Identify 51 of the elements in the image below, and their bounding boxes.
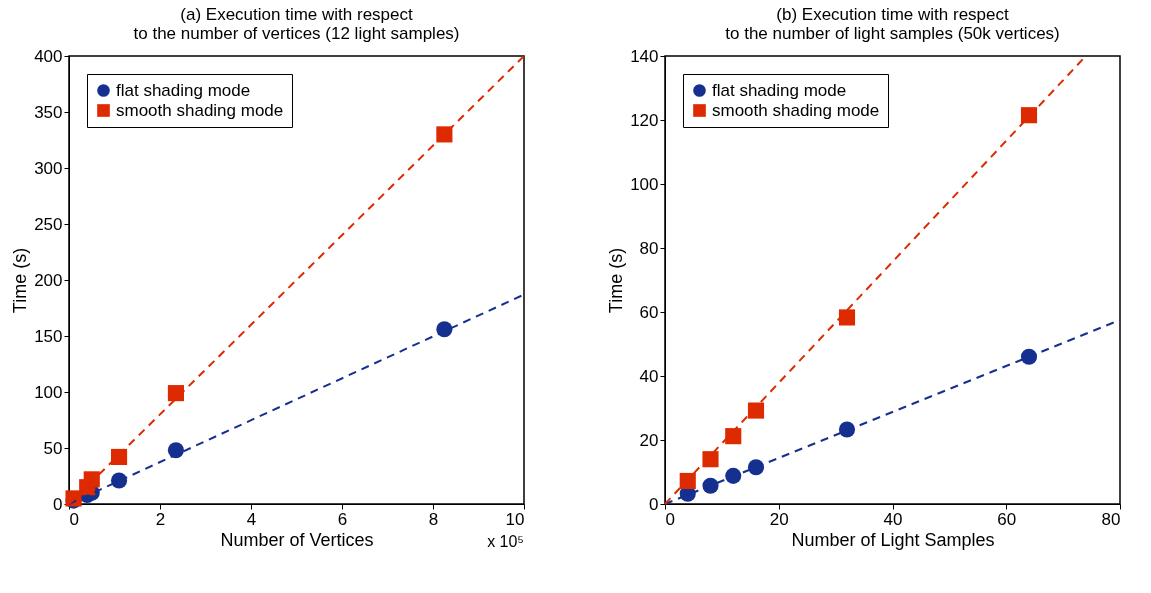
y-tick-label: 100 — [630, 174, 659, 194]
chart-title: (b) Execution time with respect to the number of light samples (50k vertices) — [725, 5, 1060, 43]
x-tick-label: 6 — [337, 509, 348, 529]
point — [1020, 348, 1038, 365]
x-tick-label: 60 — [997, 509, 1017, 529]
text: x 10⁵ — [487, 533, 524, 550]
x-tick-label: 8 — [428, 509, 439, 529]
x-axis-title: Number of Light Samples — [791, 529, 995, 550]
chart-title: (a) Execution time with respect to the number of vertices (12 light samples) — [133, 5, 460, 43]
y-tick-label: 120 — [630, 110, 659, 130]
x-tick-label: 2 — [155, 509, 166, 529]
point — [725, 428, 742, 445]
y-tick-label: 350 — [34, 102, 63, 122]
x-tick-label: 0 — [665, 509, 675, 529]
x-axis-title: Number of Vertices — [220, 529, 374, 550]
point — [838, 309, 856, 326]
point — [167, 442, 184, 459]
point — [725, 467, 742, 484]
y-tick-label: 300 — [34, 158, 63, 178]
x-tick-label: 40 — [883, 509, 903, 529]
y-tick-label: 40 — [639, 366, 659, 386]
y-tick-label: 200 — [34, 270, 63, 290]
y-tick-label: 140 — [630, 46, 659, 66]
y-tick-label: 150 — [34, 326, 63, 346]
legend-label: smooth shading mode — [116, 100, 284, 120]
point — [83, 471, 100, 488]
x-tick-label: 10 — [505, 509, 525, 529]
point — [747, 402, 765, 419]
legend-label: flat shading mode — [712, 80, 847, 100]
y-axis-title: Time (s) — [10, 247, 31, 314]
legend-label: flat shading mode — [116, 80, 251, 100]
y-tick-label: 80 — [639, 238, 659, 258]
x-tick-label: 4 — [246, 509, 257, 529]
y-tick-label: 250 — [34, 214, 63, 234]
x-tick-label: 0 — [69, 509, 79, 529]
legend-label: smooth shading mode — [712, 100, 880, 120]
point — [747, 459, 765, 476]
point — [1020, 107, 1038, 124]
x-tick-label: 80 — [1101, 509, 1121, 529]
y-axis-title: Time (s) — [606, 247, 627, 314]
y-tick-label: 0 — [649, 494, 659, 514]
y-tick-label: 50 — [43, 438, 63, 458]
point — [167, 385, 184, 402]
y-tick-label: 20 — [639, 430, 659, 450]
y-tick-label: 100 — [34, 382, 63, 402]
y-tick-label: 400 — [34, 46, 63, 66]
y-tick-label: 60 — [639, 302, 659, 322]
point — [702, 451, 719, 468]
x-tick-label: 20 — [769, 509, 789, 529]
point — [679, 472, 696, 490]
y-tick-label: 0 — [53, 494, 63, 514]
